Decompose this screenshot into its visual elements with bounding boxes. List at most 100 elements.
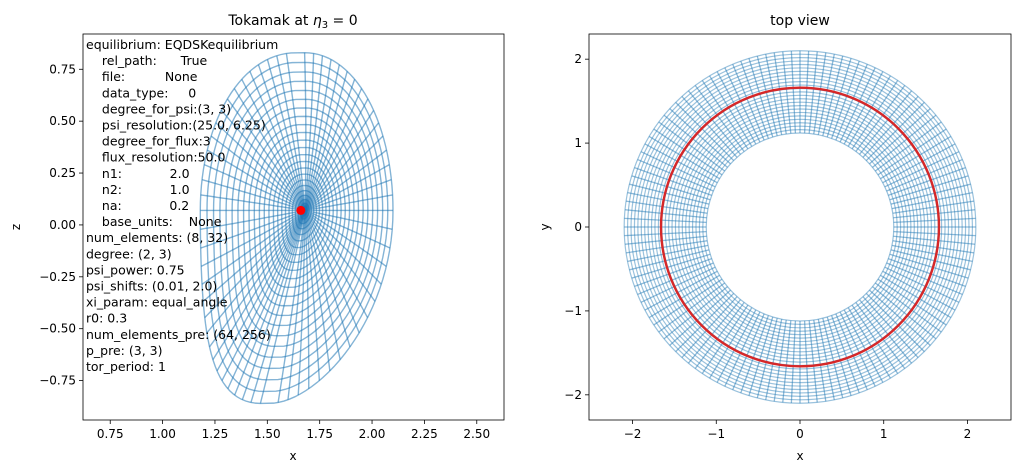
poloidal-line — [304, 194, 393, 212]
radial-spoke — [851, 80, 899, 150]
radial-spoke — [886, 262, 963, 296]
radial-spoke — [835, 313, 868, 391]
radial-spoke — [634, 258, 712, 287]
radial-spoke — [624, 230, 707, 237]
radial-spoke — [858, 299, 913, 364]
parameter-line: file: None — [86, 69, 198, 84]
magnetic-axis-marker — [296, 205, 306, 215]
radial-spoke — [847, 307, 891, 379]
poloidal-line — [227, 210, 306, 389]
y-tick-label: −0.75 — [39, 374, 76, 388]
parameter-line: xi_param: equal_angle — [86, 295, 228, 310]
radial-spoke — [624, 217, 707, 224]
radial-spoke — [681, 296, 738, 359]
y-tick-label: 0.75 — [49, 62, 76, 76]
poloidal-line — [204, 209, 306, 319]
left-title-prefix: Tokamak at — [227, 13, 312, 29]
radial-spoke — [872, 114, 937, 168]
poloidal-line — [304, 149, 387, 211]
y-tick-label: 0.00 — [49, 218, 76, 232]
poloidal-line — [304, 210, 310, 389]
parameter-line: base_units: None — [86, 214, 222, 229]
radial-spoke — [830, 315, 860, 394]
radial-spoke — [748, 316, 774, 396]
parameters-text: equilibrium: EQDSKequilibrium rel_path: … — [86, 37, 278, 374]
poloidal-line — [304, 98, 369, 211]
poloidal-line — [304, 209, 391, 249]
radial-spoke — [637, 262, 714, 296]
parameter-line: psi_shifts: (0.01, 2.0) — [86, 279, 217, 294]
poloidal-line — [287, 210, 306, 400]
radial-spoke — [893, 230, 976, 237]
radial-spoke — [835, 63, 868, 141]
radial-spoke — [653, 128, 723, 176]
radial-spoke — [709, 75, 753, 147]
radial-spoke — [884, 151, 960, 188]
radial-spoke — [634, 167, 712, 196]
poloidal-line — [210, 135, 306, 211]
radial-spoke — [675, 292, 735, 353]
radial-spoke — [826, 58, 852, 138]
radial-spoke — [892, 240, 975, 254]
poloidal-line — [304, 210, 360, 334]
x-tick-label: 1.25 — [202, 427, 229, 441]
left-title-sub: 3 — [322, 20, 328, 31]
poloidal-line — [259, 210, 306, 404]
poloidal-line — [202, 209, 306, 302]
radial-spoke — [862, 296, 919, 359]
radial-spoke — [631, 175, 711, 201]
x-tick-label: 0.75 — [97, 427, 124, 441]
radial-spoke — [877, 128, 947, 176]
radial-spoke — [694, 302, 745, 369]
radial-spoke — [880, 135, 952, 180]
poloidal-line — [304, 209, 382, 285]
poloidal-line — [276, 55, 306, 211]
radial-spoke — [669, 108, 731, 165]
right-panel: top view −2 −1 0 1 2 2 1 0 −1 −2 x y — [538, 13, 1012, 463]
left-y-axis-label: z — [9, 224, 23, 230]
poloidal-line — [212, 210, 306, 360]
radial-spoke — [765, 319, 783, 400]
radial-spoke — [724, 311, 761, 387]
radial-spoke — [893, 209, 976, 219]
poloidal-line — [304, 71, 348, 211]
radial-spoke — [817, 319, 835, 400]
radial-spoke — [648, 135, 720, 180]
radial-spoke — [893, 217, 976, 224]
poloidal-line — [304, 79, 356, 211]
x-tick-label: 2.00 — [359, 427, 386, 441]
poloidal-line — [233, 210, 306, 396]
radial-spoke — [891, 191, 973, 210]
radial-spoke — [640, 266, 716, 303]
x-tick-label: 2 — [964, 427, 972, 441]
radial-spoke — [843, 309, 884, 383]
poloidal-line — [201, 178, 306, 212]
radial-spoke — [858, 90, 913, 155]
poloidal-line — [277, 210, 306, 403]
y-tick-label: −2 — [564, 388, 582, 402]
radial-spoke — [748, 58, 774, 138]
poloidal-line — [304, 122, 380, 211]
poloidal-line — [208, 210, 306, 348]
radial-spoke — [890, 183, 971, 205]
poloidal-line — [304, 209, 393, 231]
poloidal-line — [241, 210, 306, 400]
poloidal-line — [200, 209, 306, 268]
radial-spoke — [709, 307, 753, 379]
y-tick-label: 0.25 — [49, 166, 76, 180]
x-tick-label: 0 — [796, 427, 804, 441]
parameter-line: degree_for_psi:(3, 3) — [86, 101, 231, 116]
y-tick-label: −0.25 — [39, 270, 76, 284]
parameter-line: psi_power: 0.75 — [86, 262, 185, 277]
radial-spoke — [822, 318, 844, 399]
radial-spoke — [701, 304, 749, 374]
radial-spoke — [808, 320, 818, 403]
magnetic-axis-circle — [659, 86, 941, 368]
radial-spoke — [637, 158, 714, 192]
poloidal-line — [200, 209, 306, 231]
radial-spoke — [826, 316, 852, 396]
radial-spoke — [830, 60, 860, 139]
radial-spoke — [889, 253, 969, 279]
toroidal-ring — [705, 132, 895, 322]
